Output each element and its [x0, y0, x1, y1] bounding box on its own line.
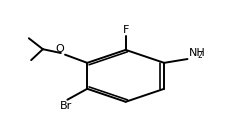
Text: NH: NH	[188, 48, 205, 59]
Text: O: O	[55, 44, 64, 54]
Text: Br: Br	[60, 101, 72, 111]
Text: F: F	[122, 25, 129, 35]
Text: 2: 2	[198, 51, 203, 60]
